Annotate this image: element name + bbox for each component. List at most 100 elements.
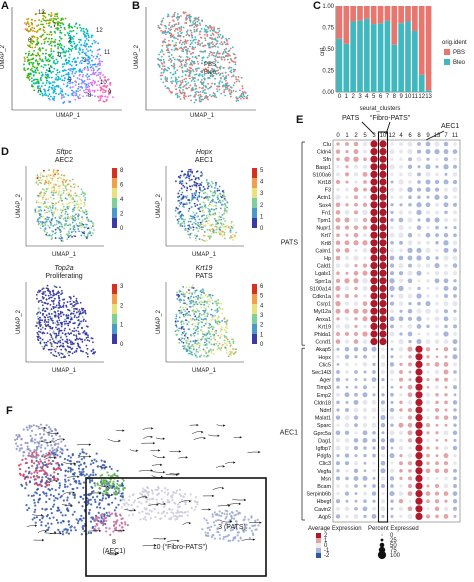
gene-label: S100a14 <box>309 286 331 292</box>
cluster-label: 12 <box>96 28 103 34</box>
dot <box>336 454 340 458</box>
dot <box>399 370 403 374</box>
dot <box>370 224 378 232</box>
gene-label: Myl12a <box>314 309 331 315</box>
dot <box>453 210 457 215</box>
legend-pct-value: 50 <box>390 543 397 549</box>
dot <box>435 233 439 238</box>
dot <box>362 141 368 147</box>
dot <box>354 248 358 253</box>
dot <box>452 339 458 345</box>
dot <box>408 355 412 359</box>
dot <box>443 361 449 367</box>
dot <box>434 187 440 192</box>
dot <box>390 324 394 329</box>
zoom-box <box>85 477 267 577</box>
dot <box>444 423 448 427</box>
dot <box>443 255 449 261</box>
dot <box>370 277 378 285</box>
dot <box>398 316 404 322</box>
dot <box>370 315 378 323</box>
label-pats-cluster: 3 (PATS) <box>218 524 246 531</box>
dot <box>444 400 448 405</box>
dot <box>390 142 394 146</box>
dot <box>425 392 431 397</box>
dot <box>407 346 413 352</box>
dot <box>426 378 430 382</box>
dot <box>415 376 423 384</box>
dot <box>426 355 430 359</box>
dot <box>362 316 368 322</box>
x-tick-label: 6 <box>379 94 383 100</box>
dot <box>370 201 378 209</box>
dot <box>416 316 422 322</box>
dot <box>390 355 394 359</box>
dot <box>362 270 368 276</box>
dot <box>336 492 340 496</box>
bar-pbs <box>418 6 425 75</box>
dot <box>434 499 440 504</box>
dot <box>390 339 394 344</box>
dot <box>453 370 457 374</box>
dot <box>399 393 403 397</box>
dot <box>389 407 395 413</box>
gene-label: Akap5 <box>316 347 331 353</box>
dot <box>345 316 349 321</box>
dot <box>434 369 440 375</box>
dot <box>354 454 358 458</box>
dot <box>453 423 457 427</box>
dot <box>345 476 349 481</box>
dot <box>379 284 387 292</box>
dot <box>399 484 403 488</box>
dot <box>407 422 413 428</box>
dot <box>443 339 449 344</box>
colorbar-tick: 2 <box>120 212 124 218</box>
bar-bleo <box>364 18 370 92</box>
dot <box>415 398 423 406</box>
dot <box>379 163 387 171</box>
legend-avg-tick: -2 <box>324 553 330 559</box>
dot <box>416 339 422 345</box>
dot <box>453 226 457 230</box>
dot <box>415 490 423 498</box>
dot <box>435 301 439 306</box>
dot <box>417 142 421 146</box>
dot <box>353 225 359 230</box>
dot <box>444 355 448 359</box>
dot <box>362 171 368 177</box>
dot <box>443 270 449 276</box>
dot <box>345 195 349 199</box>
x-tick-label: 4 <box>365 94 369 100</box>
panel-b-ylabel: UMAP_2 <box>134 44 140 69</box>
dot <box>443 346 449 352</box>
dot <box>434 324 440 329</box>
dot <box>335 308 341 314</box>
column-label: 13 <box>434 133 441 139</box>
dot <box>443 453 449 459</box>
dot <box>362 248 368 253</box>
dot <box>362 149 368 154</box>
gene-label: Cldn18 <box>314 400 331 406</box>
dot <box>443 233 449 238</box>
dot <box>452 354 458 360</box>
dot <box>354 385 358 389</box>
dot <box>444 377 448 382</box>
panel-f-label: F <box>6 405 13 417</box>
dot <box>426 507 430 511</box>
dot <box>389 149 395 155</box>
header-pats: PATS <box>342 115 360 122</box>
bar-bleo <box>343 43 350 92</box>
dot <box>353 156 359 162</box>
cluster-label: 13 <box>38 10 45 16</box>
stream-line <box>138 470 153 472</box>
dot <box>435 423 439 427</box>
dot <box>389 248 395 253</box>
bar-bleo <box>412 30 418 92</box>
dot <box>399 203 403 207</box>
feature-gene: Hopx <box>196 149 213 156</box>
dot <box>362 407 368 413</box>
dot <box>372 469 376 473</box>
dot <box>354 355 358 359</box>
